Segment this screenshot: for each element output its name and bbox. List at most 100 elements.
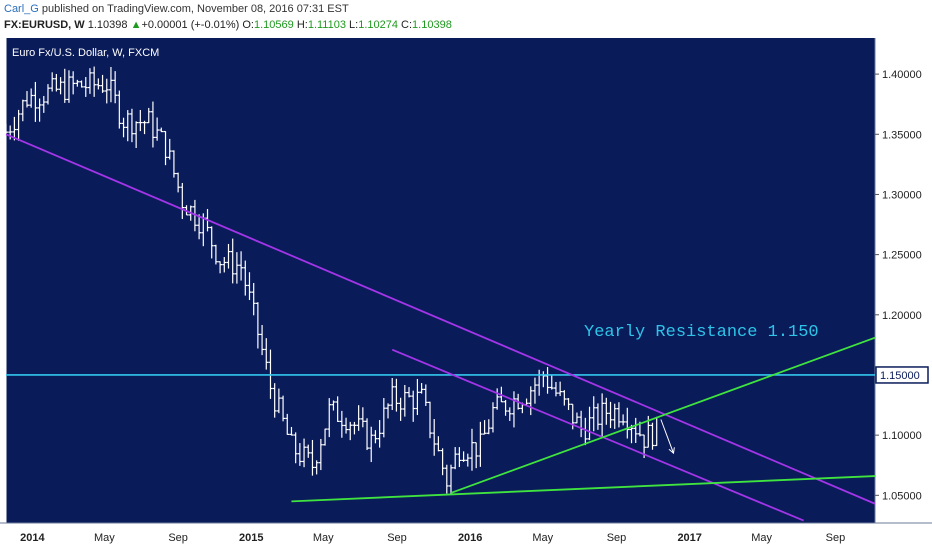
resistance-annotation: Yearly Resistance 1.150 [584,323,819,342]
ohlc-bar [159,127,164,133]
ohlc-bar [528,386,533,416]
ohlc-bar [444,464,449,494]
ohlc-bar [486,419,491,435]
ohlc-bar [386,403,391,419]
ohlc-bar [134,121,139,148]
ohlc-bar [71,71,76,95]
ohlc-bar [197,214,202,240]
ohlc-bar [566,398,571,411]
ohlc-bar [33,81,38,122]
y-tick-label: 1.30000 [882,189,922,201]
ohlc-bar [511,391,516,428]
ohlc-bar [507,407,512,421]
ohlc-bar [16,109,21,141]
channel-line [5,133,876,505]
ohlc-bar [532,377,537,404]
plot-area[interactable] [6,38,875,523]
symbol-info: FX:EURUSD, W 1.10398 ▲+0.00001 (+-0.01%)… [4,19,452,35]
ohlc-bar [226,243,231,269]
projection-arrow [660,419,674,454]
ohlc-bar [293,432,298,464]
trend-line [291,475,876,503]
ohlc-bar [150,101,155,148]
close-value: 1.10398 [412,19,452,31]
ohlc-bar [381,397,386,438]
price-chart[interactable]: 1.40000 1.35000 1.30000 1.25000 1.20000 1.150… [0,38,932,550]
x-tick-label: Sep [387,532,407,544]
ohlc-bar [436,436,441,452]
ohlc-bar [138,110,143,132]
ohlc-bar [234,252,239,284]
ohlc-bar [465,453,470,467]
ohlc-bar [4,123,8,134]
y-tick-label: 1.10000 [882,430,922,442]
y-tick-label: 1.05000 [882,490,922,502]
ohlc-bar [8,125,13,140]
ohlc-bar [591,396,596,432]
ohlc-bar [129,108,134,143]
ohlc-bar [125,110,130,142]
ohlc-bar [54,73,59,92]
open-label: O: [242,19,254,31]
ohlc-bar [50,72,55,92]
ohlc-bar [604,397,609,425]
open-value: 1.10569 [254,19,294,31]
ohlc-bar [117,90,122,129]
ohlc-bar [87,68,92,94]
ohlc-bar [360,407,365,428]
ohlc-bar [314,460,319,475]
ohlc-bar [423,384,428,406]
ohlc-bar [209,226,214,259]
symbol-label: FX:EURUSD, W [4,19,85,31]
ohlc-bar [281,395,286,422]
ohlc-bar [428,401,433,439]
ohlc-bar [167,138,172,160]
y-tick-label: 1.40000 [882,69,922,81]
ohlc-bar [264,338,269,370]
ohlc-bar [251,282,256,316]
chart-title: Euro Fx/U.S. Dollar, W, FXCM [12,47,159,59]
ohlc-bar [453,447,458,470]
ohlc-bar [58,77,63,95]
ohlc-bar [155,117,160,141]
ohlc-bar [549,374,554,390]
x-tick-label: Sep [826,532,846,544]
ohlc-bar [629,424,634,444]
ohlc-bar [352,421,357,435]
ohlc-bar [230,238,235,284]
author-link[interactable]: Carl_G [4,3,39,15]
ohlc-bar [218,261,223,274]
ohlc-bar [29,88,34,108]
ohlc-bar [612,403,617,429]
x-tick-label: 2017 [677,532,701,544]
trend-line [450,336,876,494]
ohlc-bar [587,406,592,441]
ohlc-bar [415,378,420,416]
ohlc-bar [79,80,84,88]
close-label: C: [401,19,413,31]
drawing-lines [5,133,876,522]
ohlc-bar [432,418,437,456]
ohlc-bar [83,77,88,97]
ohlc-bars [4,66,659,495]
x-tick-label: Sep [168,532,188,544]
publish-info: Carl_G published on TradingView.com, Nov… [4,3,349,19]
ohlc-bar [558,381,563,397]
ohlc-bar [108,66,113,103]
time-axis[interactable] [0,523,932,550]
ohlc-bar [192,199,197,232]
y-tick-label: 1.20000 [882,310,922,322]
ohlc-bar [75,79,80,87]
price-axis[interactable] [875,38,932,523]
price-badge-label: 1.15000 [880,370,920,382]
low-label: L: [349,19,359,31]
ohlc-bar [621,414,626,426]
ohlc-bar [344,417,349,434]
ohlc-bar [365,418,370,451]
change-value: +0.00001 (+-0.01%) [141,19,240,31]
ohlc-bar [457,447,462,468]
ohlc-bar [272,383,277,418]
ohlc-bar [92,66,97,97]
chart-container[interactable]: 1.40000 1.35000 1.30000 1.25000 1.20000 1.150… [0,38,932,550]
ohlc-bar [45,84,50,105]
